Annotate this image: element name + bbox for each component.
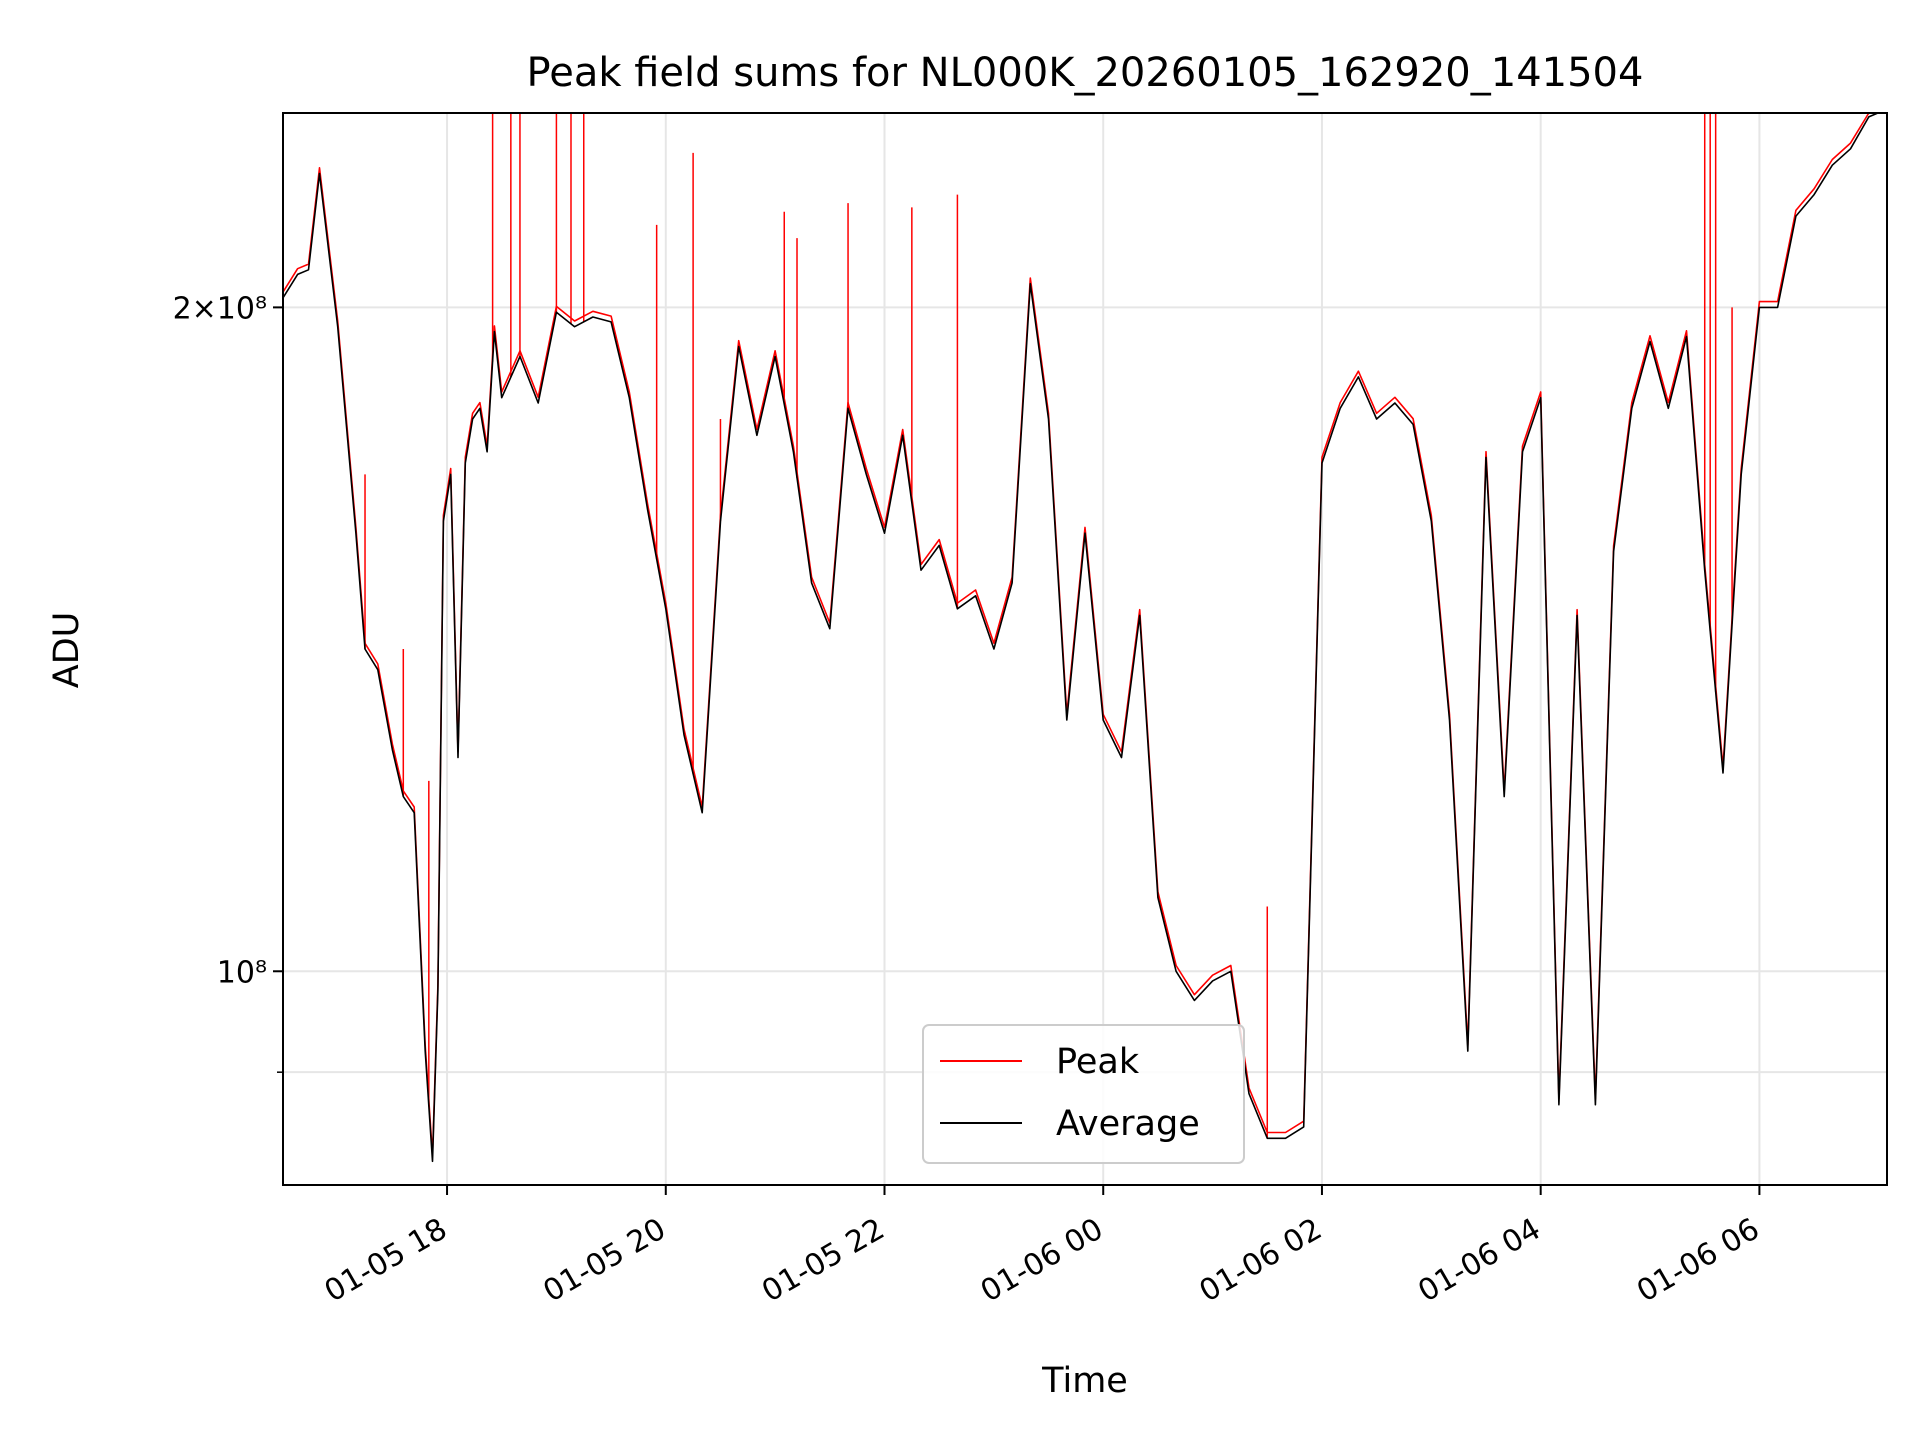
plot-lines [282, 112, 1879, 1163]
legend-box [922, 1024, 1245, 1164]
y-tick-label-0: 2×10⁸ [173, 291, 267, 326]
legend: Peak Average [922, 1024, 1245, 1164]
plot-area-frame [282, 112, 1888, 1186]
y-tick-label-1: 10⁸ [217, 955, 267, 990]
average-line [282, 112, 1879, 1163]
legend-peak-label: Peak [1056, 1042, 1140, 1082]
chart-title: Peak field sums for NL000K_20260105_1629… [527, 50, 1644, 96]
grid [283, 113, 1887, 1185]
y-axis-label: ADU [47, 612, 87, 689]
x-axis-label: Time [1041, 1361, 1128, 1401]
legend-average-label: Average [1056, 1104, 1200, 1144]
y-axis: 2×10⁸ 10⁸ [173, 291, 283, 1073]
